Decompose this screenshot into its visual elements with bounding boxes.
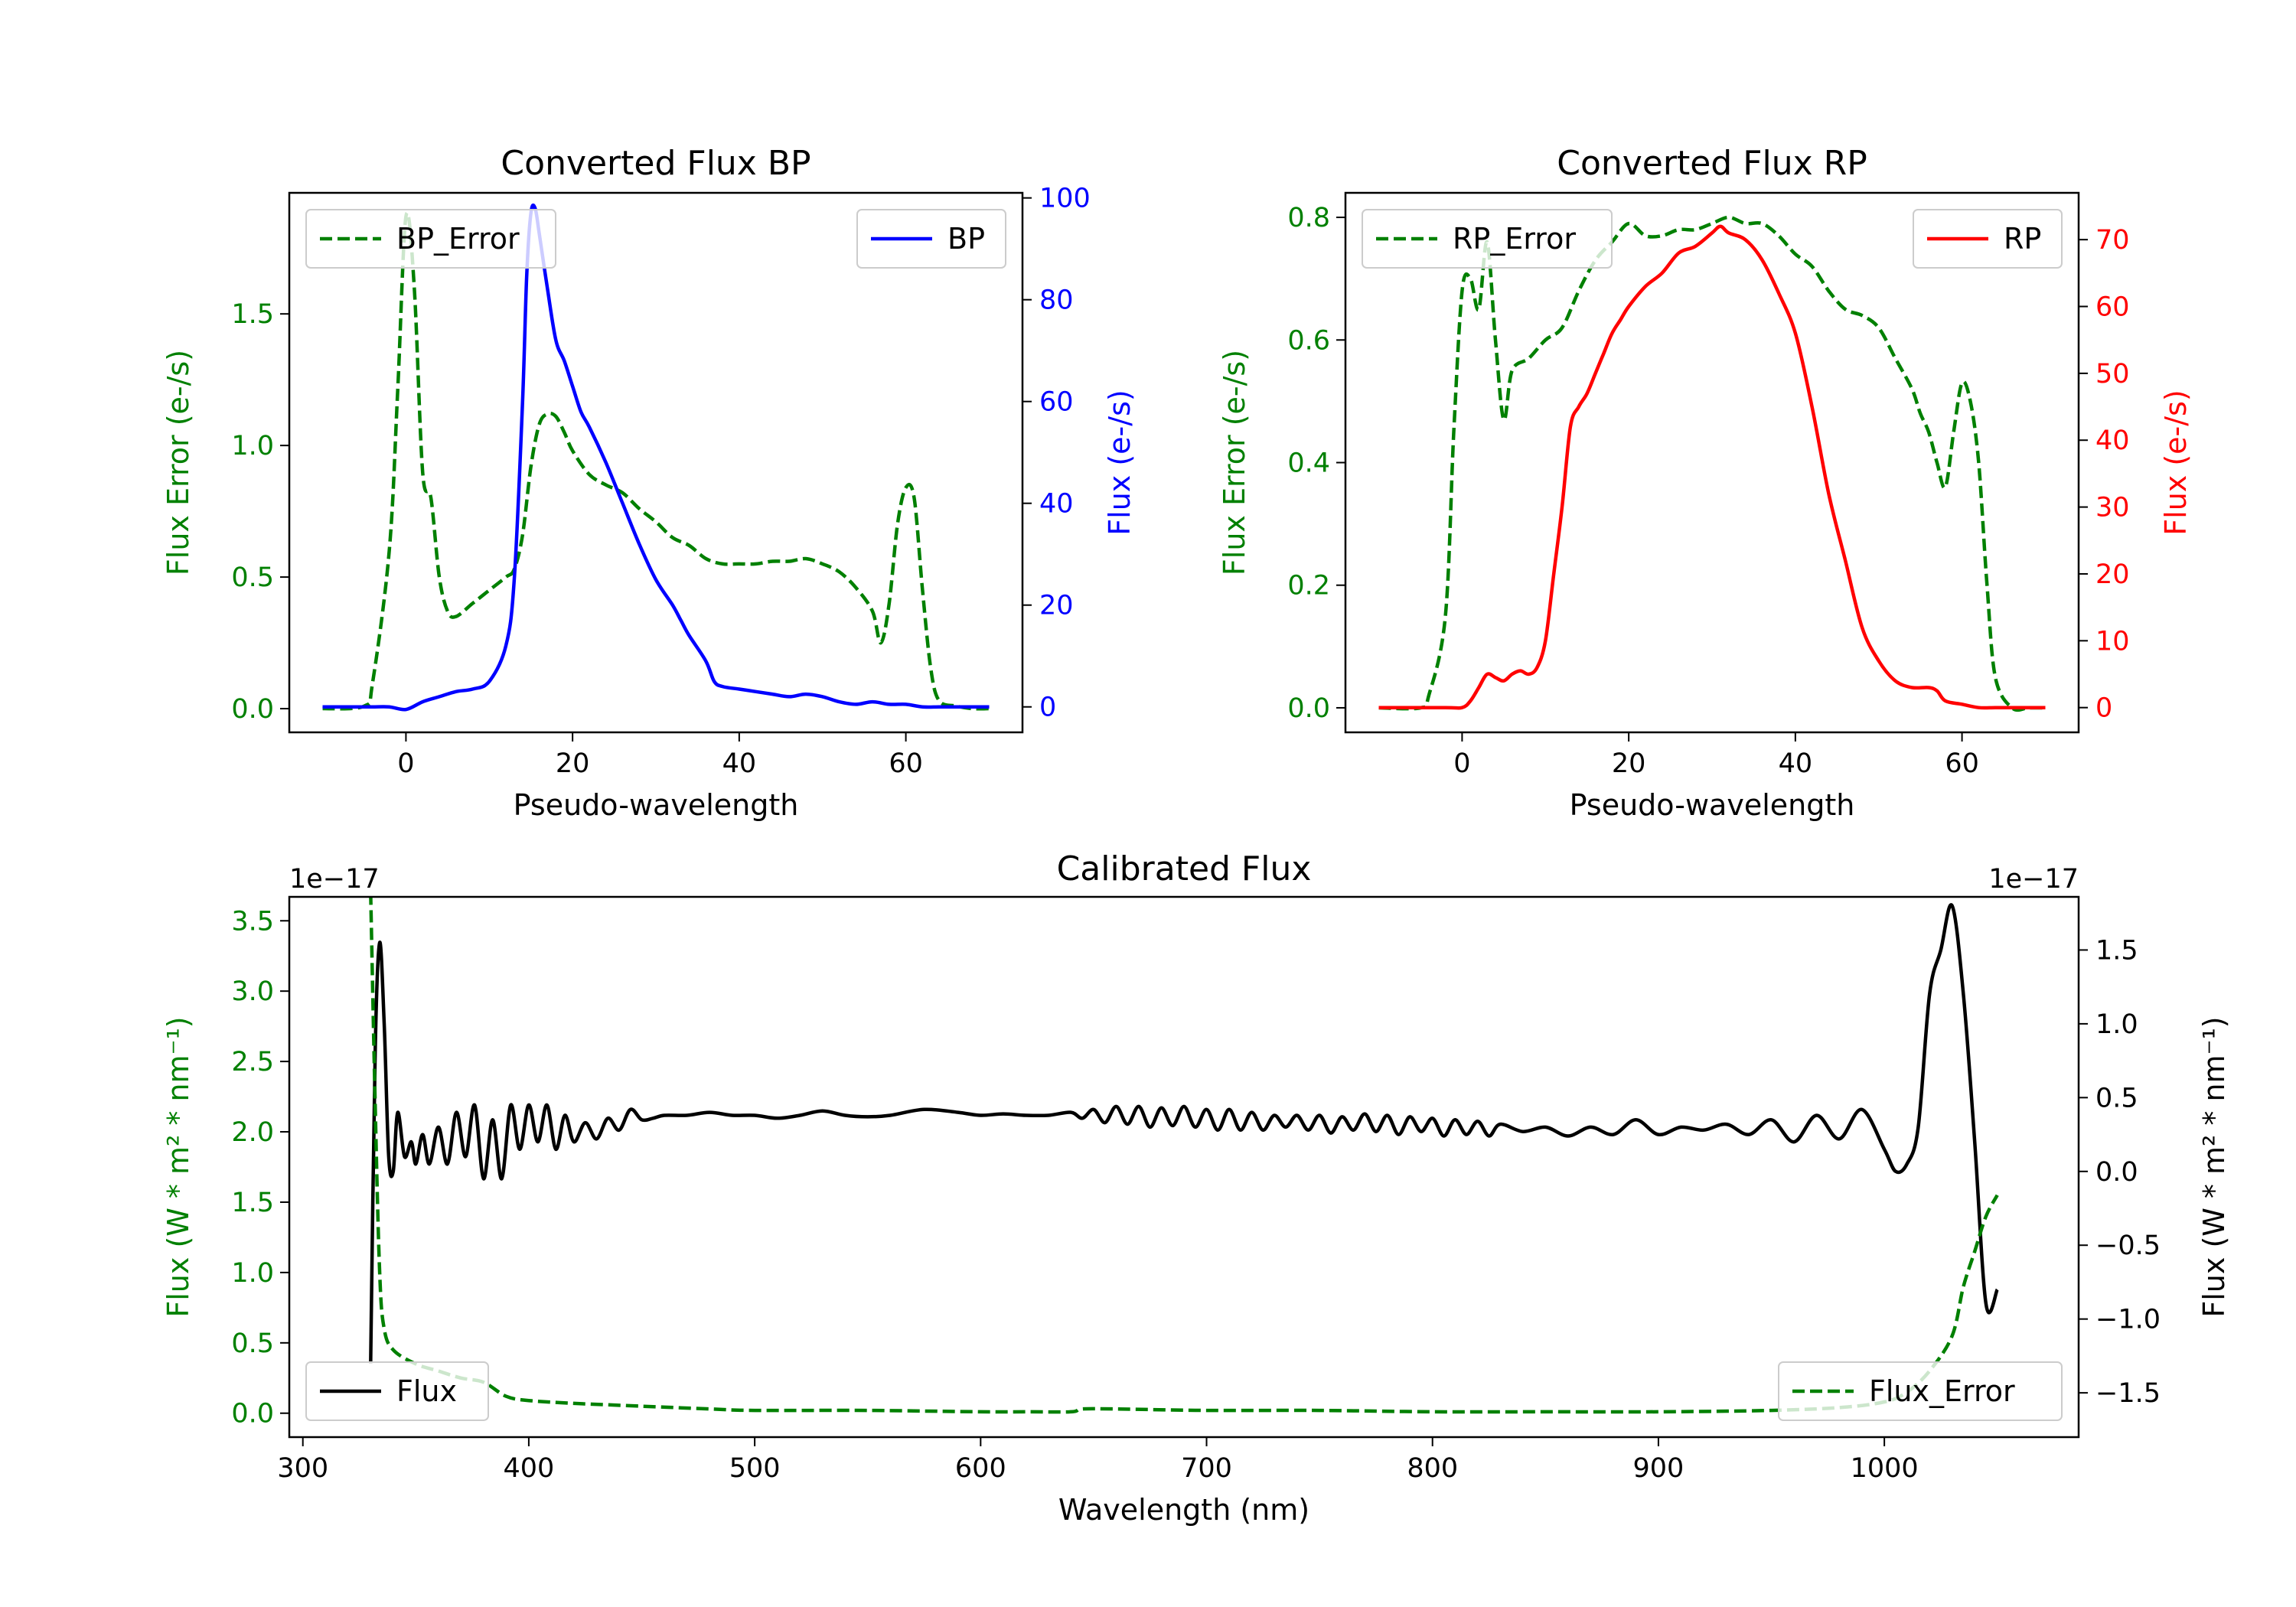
right-tick-label: −1.5 (2095, 1378, 2161, 1409)
legend-flux-error: Flux_Error (1778, 1361, 2063, 1421)
legend-label: BP (947, 222, 985, 256)
series-flux-line (369, 903, 1999, 1364)
left-tick-label: 1.5 (231, 299, 274, 330)
plot-frame (1344, 191, 2080, 734)
legend-box (1778, 1361, 2063, 1421)
right-tick-label: 20 (1039, 591, 1074, 621)
legend-box (305, 1361, 489, 1421)
legend-label: RP_Error (1453, 222, 1576, 256)
legend-label: BP_Error (396, 222, 520, 256)
right-tick-label: 60 (2095, 292, 2130, 323)
left-axis-label: Flux Error (e-/s) (161, 350, 195, 575)
right-tick-label: 100 (1039, 184, 1091, 214)
left-axis-label: Flux Error (e-/s) (1218, 350, 1251, 575)
right-tick-label: 0.0 (2095, 1157, 2138, 1188)
right-tick-label: 0.5 (2095, 1083, 2138, 1113)
chart-bp: 0 20 40 60 0.0 0.5 1.0 1.5 0 20 40 60 80 100 Converted… (161, 144, 1137, 822)
left-tick-label: 1.0 (231, 431, 274, 461)
right-tick-label: 0 (2095, 693, 2112, 724)
series-rp-line (1378, 224, 2046, 710)
left-tick-label: 0.8 (1287, 203, 1330, 233)
left-tick-label: 3.5 (231, 906, 274, 937)
x-tick-label: 0 (1453, 748, 1470, 779)
legend-flux: Flux (305, 1361, 489, 1421)
left-tick-label: 0.0 (1287, 693, 1330, 724)
legend-label: Flux (396, 1374, 457, 1408)
series-bp-error-line (322, 210, 990, 711)
x-tick-label: 600 (955, 1453, 1006, 1484)
series-rp-error-line (1378, 215, 2046, 712)
right-tick-label: 0 (1039, 693, 1056, 723)
left-tick-label: 2.5 (231, 1047, 274, 1077)
x-tick-label: 300 (277, 1453, 328, 1484)
x-axis-label: Pseudo-wavelength (1570, 788, 1855, 822)
left-tick-label: 3.0 (231, 976, 274, 1007)
chart-title: Calibrated Flux (1057, 849, 1312, 888)
left-tick-label: 0.4 (1287, 448, 1330, 479)
x-tick-label: 60 (1945, 748, 1979, 779)
plot-frame (288, 191, 1024, 734)
left-tick-label: 1.0 (231, 1258, 274, 1289)
x-tick-label: 800 (1407, 1453, 1458, 1484)
legend-bp: BP (856, 209, 1006, 269)
x-tick-label: 20 (556, 748, 590, 779)
series-flux-error-line (369, 897, 1999, 1414)
right-tick-label: 50 (2095, 359, 2130, 390)
x-tick-label: 700 (1181, 1453, 1232, 1484)
x-tick-label: 0 (397, 748, 414, 779)
x-tick-label: 900 (1633, 1453, 1684, 1484)
left-tick-label: 0.2 (1287, 571, 1330, 601)
right-tick-label: 70 (2095, 225, 2130, 256)
x-tick-label: 400 (504, 1453, 555, 1484)
left-tick-label: 1.5 (231, 1188, 274, 1218)
legend-label: RP (2004, 222, 2041, 256)
chart-rp: 0 20 40 60 0.0 0.2 0.4 0.6 0.8 0 10 20 30 40 50 60 70 Con… (1218, 144, 2193, 822)
left-tick-label: 0.5 (231, 1328, 274, 1359)
right-tick-label: 20 (2095, 559, 2130, 590)
right-tick-label: 1.5 (2095, 935, 2138, 966)
legend-box (1362, 209, 1613, 269)
legend-label: Flux_Error (1869, 1374, 2015, 1408)
left-offset-label: 1e−17 (289, 864, 380, 895)
left-axis-label: Flux (W * m² * nm⁻¹) (161, 1016, 195, 1317)
x-tick-label: 1000 (1851, 1453, 1919, 1484)
x-tick-label: 500 (729, 1453, 781, 1484)
x-tick-label: 20 (1612, 748, 1646, 779)
right-tick-label: 10 (2095, 626, 2130, 657)
x-axis-label: Pseudo-wavelength (514, 788, 799, 822)
legend-rp: RP (1913, 209, 2063, 269)
right-tick-label: 30 (2095, 493, 2130, 523)
right-axis-label: Flux (e-/s) (2159, 390, 2193, 535)
plot-frame (288, 895, 2080, 1439)
right-tick-label: 60 (1039, 387, 1074, 418)
x-axis-label: Wavelength (nm) (1058, 1493, 1309, 1527)
x-tick-label: 40 (722, 748, 757, 779)
right-tick-label: −1.0 (2095, 1305, 2161, 1335)
right-tick-label: 1.0 (2095, 1009, 2138, 1040)
chart-cal: 300 400 500 600 700 800 900 1000 0.0 0.5 1.0 1.5 2.0… (161, 849, 2231, 1527)
legend-bp-error: BP_Error (305, 209, 556, 269)
legend-box (305, 209, 556, 269)
right-axis-label: Flux (W * m² * nm⁻¹) (2197, 1016, 2231, 1317)
x-tick-label: 40 (1779, 748, 1813, 779)
left-tick-label: 2.0 (231, 1117, 274, 1148)
legend-rp-error: RP_Error (1362, 209, 1613, 269)
left-tick-label: 0.6 (1287, 325, 1330, 356)
series-bp-line (322, 203, 990, 712)
right-offset-label: 1e−17 (1988, 864, 2079, 895)
chart-title: Converted Flux RP (1557, 144, 1867, 183)
right-tick-label: 80 (1039, 285, 1074, 316)
left-tick-label: 0.5 (231, 562, 274, 593)
chart-title: Converted Flux BP (501, 144, 810, 183)
left-tick-label: 0.0 (231, 694, 274, 725)
right-axis-label: Flux (e-/s) (1103, 390, 1137, 535)
x-tick-label: 60 (889, 748, 923, 779)
right-tick-label: −0.5 (2095, 1231, 2161, 1261)
right-tick-label: 40 (1039, 489, 1074, 520)
right-tick-label: 40 (2095, 425, 2130, 456)
left-tick-label: 0.0 (231, 1399, 274, 1429)
